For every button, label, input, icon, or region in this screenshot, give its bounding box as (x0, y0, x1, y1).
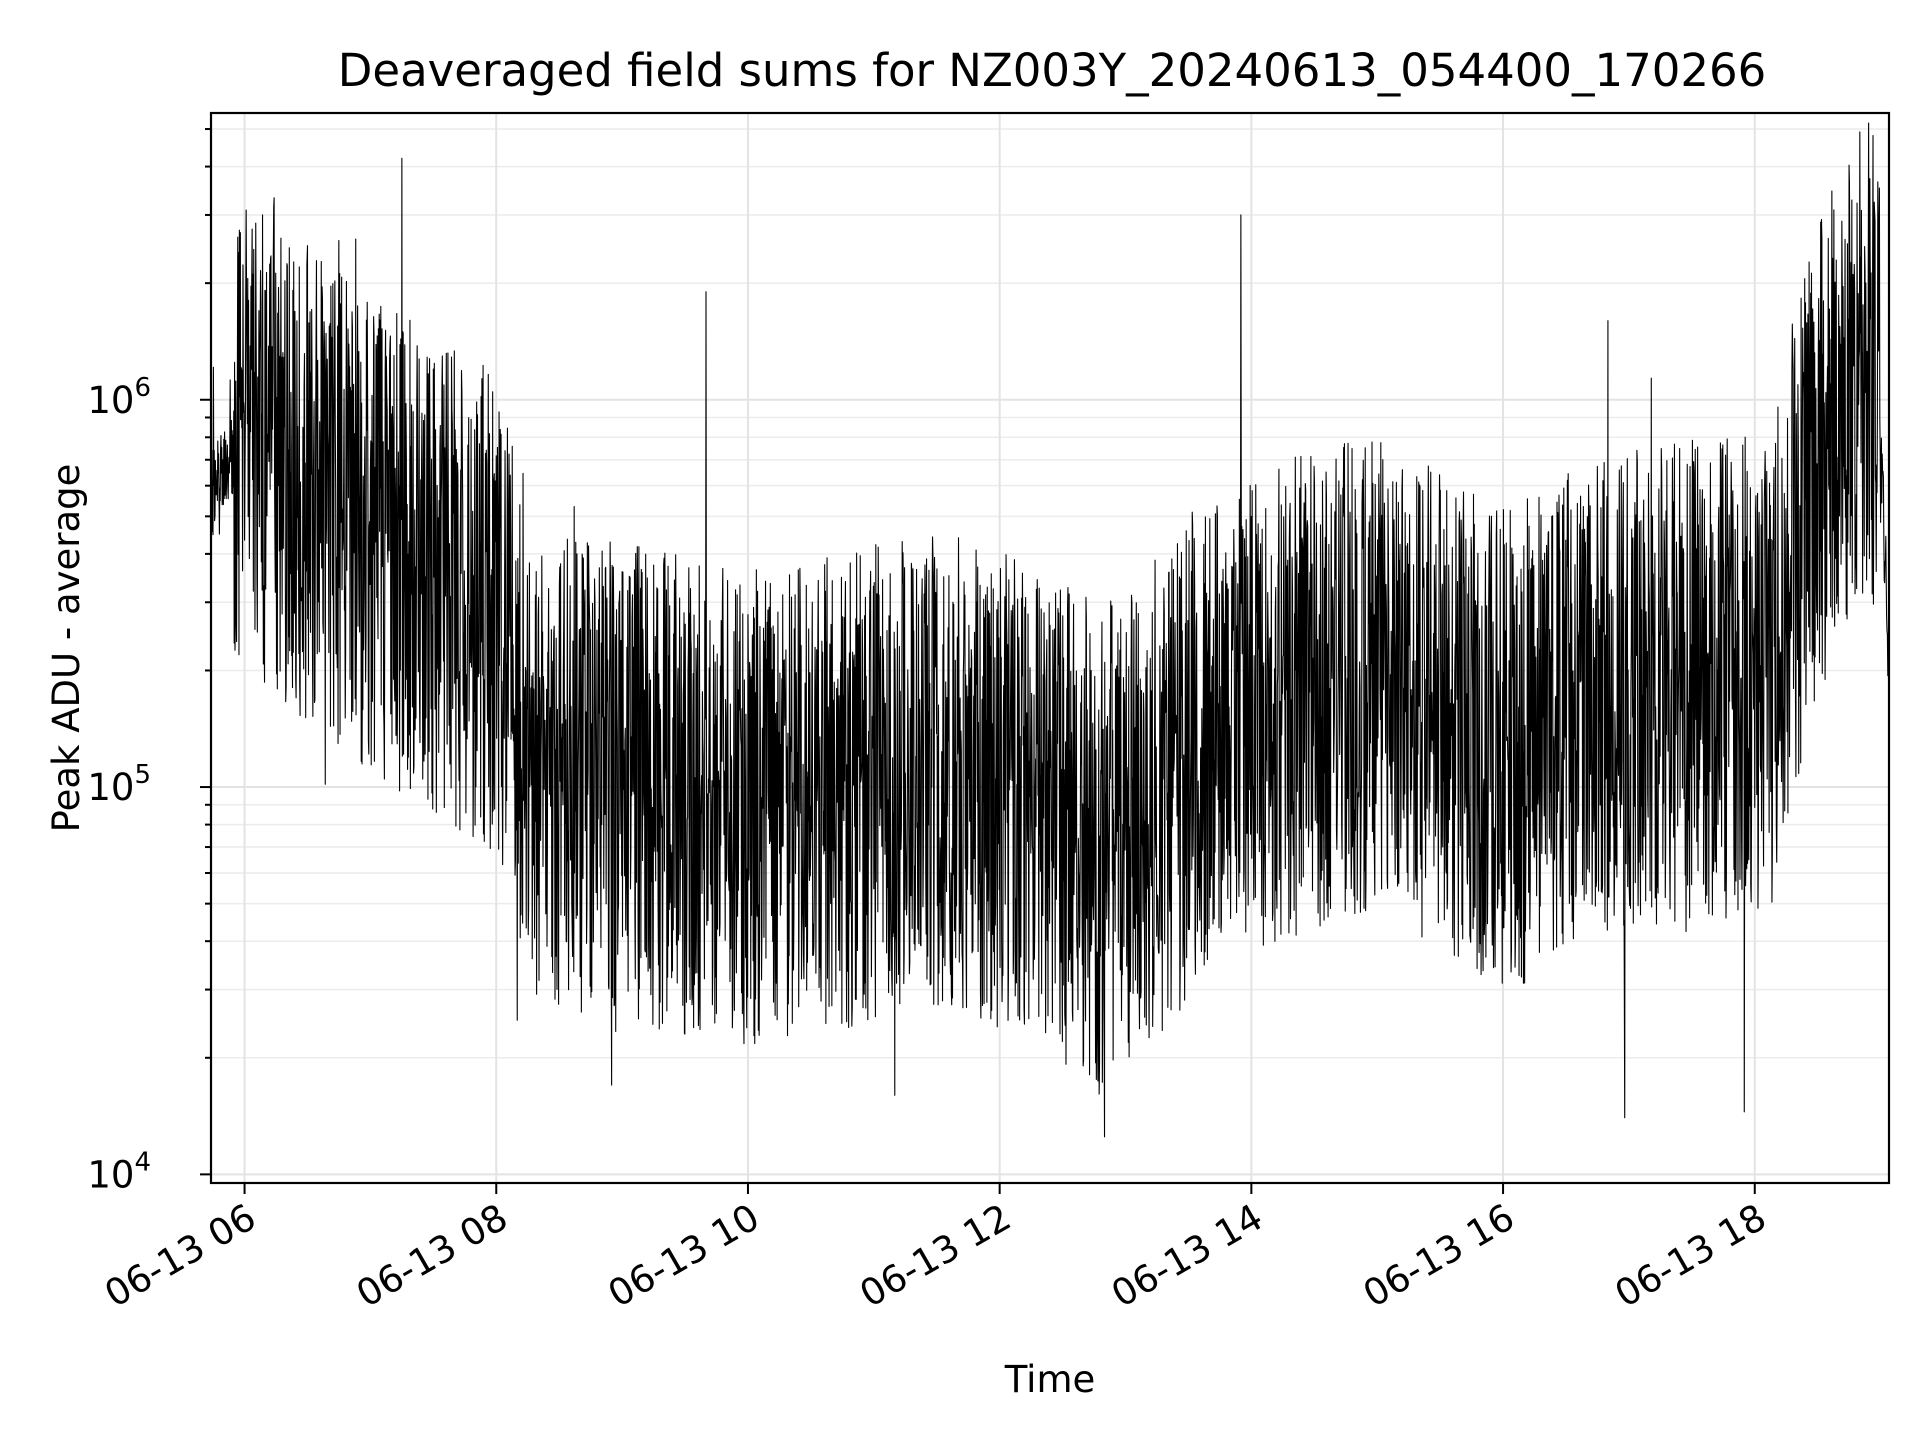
y-tick-label: 105 (87, 760, 151, 809)
x-tick-label: 06-13 06 (97, 1196, 263, 1316)
y-axis-label: Peak ADU - average (45, 464, 88, 833)
x-axis-label: Time (1004, 1358, 1096, 1401)
y-tick-label: 106 (87, 373, 151, 422)
x-tick-label: 06-13 16 (1356, 1196, 1522, 1316)
x-tick-label: 06-13 18 (1608, 1196, 1774, 1316)
y-tick-label: 104 (87, 1147, 151, 1196)
series-layer (210, 122, 1890, 1138)
x-tick-label: 06-13 12 (853, 1196, 1019, 1316)
x-tick-label: 06-13 08 (349, 1196, 515, 1316)
x-tick-label: 06-13 10 (601, 1196, 767, 1316)
series-line (210, 122, 1890, 1138)
plot-frame (209, 111, 1891, 1185)
chart-title: Deaveraged field sums for NZ003Y_2024061… (338, 44, 1767, 97)
x-tick-label: 06-13 14 (1104, 1196, 1270, 1316)
